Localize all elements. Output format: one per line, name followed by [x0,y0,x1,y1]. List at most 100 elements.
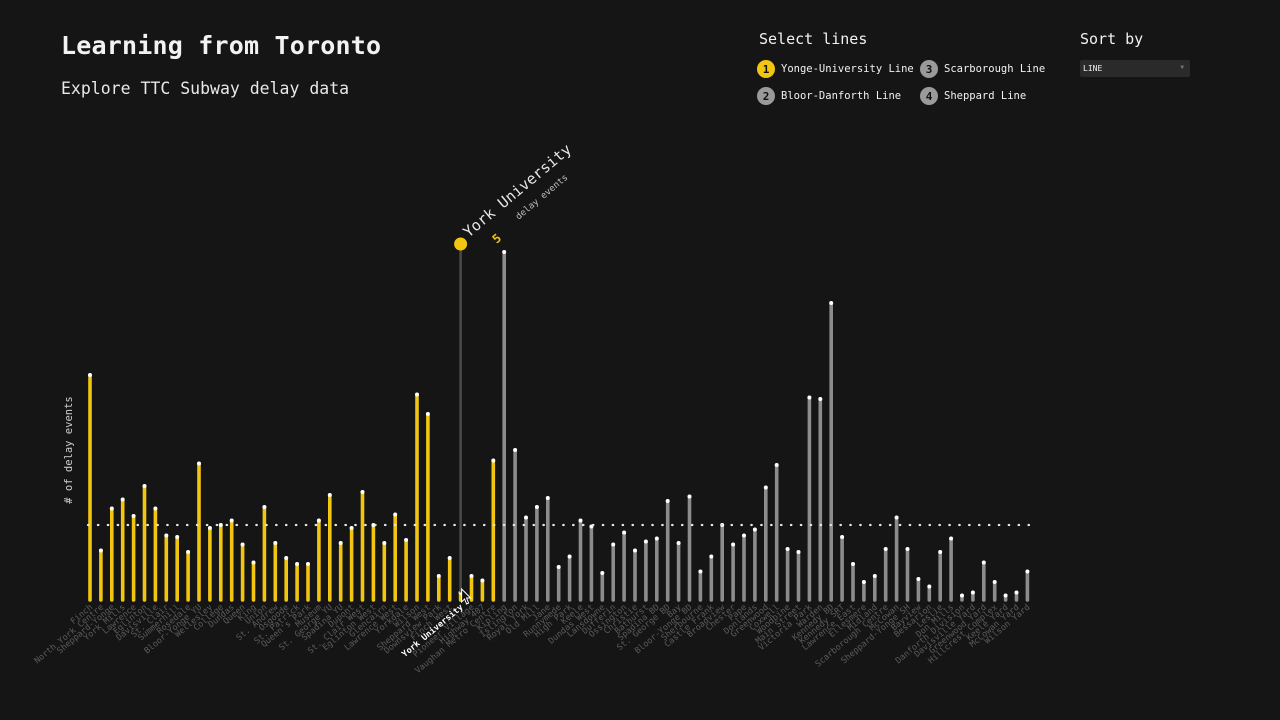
bar-cap [567,554,572,559]
page-title: Learning from Toronto [61,31,382,60]
bar-cap [622,530,627,535]
bar-cap [894,515,899,520]
bar-cap [992,580,997,584]
bar-cap [742,533,746,538]
bar-cap [840,535,845,539]
hover-marker [454,237,468,251]
bar-cap [218,523,223,527]
bar-cap [327,493,332,497]
bar-cap [643,539,648,544]
bar-cap [524,515,528,520]
bar-cap [970,590,975,595]
bar-cap [752,527,757,532]
bar-cap [949,536,954,541]
bar-cap [785,547,790,551]
bar-cap [545,496,550,500]
bar-cap [186,550,191,554]
page-subtitle: Explore TTC Subway delay data [61,79,350,98]
bar-cap [175,535,180,539]
bar-cap [273,541,278,545]
bar-cap [665,499,670,503]
bar-cap [1003,593,1008,598]
bar-cap [556,565,561,569]
bar-cap [883,547,888,551]
bar-cap [709,554,714,559]
line-number-badge: 3 [920,60,938,78]
line-number-badge: 2 [757,87,775,105]
bar-cap [981,560,986,565]
bar-cap [164,533,169,538]
bar-cap [229,518,234,523]
bar-cap [251,560,256,565]
bar-cap [938,550,943,554]
bar-cap [1025,569,1030,574]
line-toggle-scarborough[interactable]: 3 Scarborough Line [920,60,1045,78]
cursor-icon [461,587,472,605]
bar-cap [927,584,932,589]
sort-by-select[interactable]: LINE ▼ [1080,60,1190,77]
bar-cap [447,556,452,560]
bar-cap [88,373,92,377]
line-label: Scarborough Line [944,63,1046,75]
bar-cap [731,542,736,547]
bar-cap [480,578,485,583]
bar-cap [1014,590,1019,595]
bar-cap [687,494,692,499]
line-label: Yonge-University Line [781,63,914,75]
bar-cap [404,538,409,542]
line-toggle-bloor-danforth[interactable]: 2 Bloor-Danforth Line [757,87,901,105]
bar-cap [654,536,659,541]
bar-cap [829,301,834,305]
bar-cap [513,448,518,452]
bar-cap [284,556,289,560]
line-toggle-yonge-university[interactable]: 1 Yonge-University Line [757,60,914,78]
line-label: Bloor-Danforth Line [781,90,902,102]
bar-cap [306,562,310,566]
bar-cap [131,514,136,518]
bar-cap [611,542,616,547]
bar-cap [360,490,365,494]
bar-cap [338,541,343,545]
bar-cap [393,512,398,517]
bar-cap [698,569,703,574]
bar-cap [98,548,103,553]
bar-cap [240,542,245,547]
bar-cap [349,526,354,530]
bar-cap [197,461,201,466]
bar-cap [916,577,921,581]
line-toggle-sheppard[interactable]: 4 Sheppard Line [920,87,1026,105]
bar-cap [960,593,964,598]
bar-cap [382,541,387,545]
bar-cap [796,550,801,554]
line-number-badge: 1 [757,60,775,78]
bar-cap [578,518,583,523]
bar-cap [502,250,507,254]
bar-cap [109,506,114,511]
chevron-down-icon: ▼ [1180,64,1184,71]
bar-cap [469,574,474,578]
bar-cap [316,518,321,523]
bar-cap [774,463,779,467]
bar-cap [633,548,637,553]
y-axis-label: # of delay events [63,396,75,503]
line-number-badge: 4 [920,87,938,105]
bar-cap [851,562,855,566]
sort-by-heading: Sort by [1080,30,1144,48]
bar-cap [818,397,823,401]
bar-cap [763,485,768,490]
bar-cap [295,562,300,566]
bar-cap [415,392,419,397]
bar-cap [371,523,376,527]
bar-cap [905,547,910,551]
bar-cap [207,526,212,530]
bar-cap [491,458,496,463]
select-lines-heading: Select lines [759,30,868,48]
bar-cap [262,505,267,509]
tooltip-value: 5 [490,231,505,246]
bar-cap [425,412,430,416]
bar-cap [153,506,158,511]
bar-cap [142,484,147,488]
bar-cap [436,574,441,578]
bar-cap [807,395,812,400]
line-label: Sheppard Line [944,90,1027,102]
